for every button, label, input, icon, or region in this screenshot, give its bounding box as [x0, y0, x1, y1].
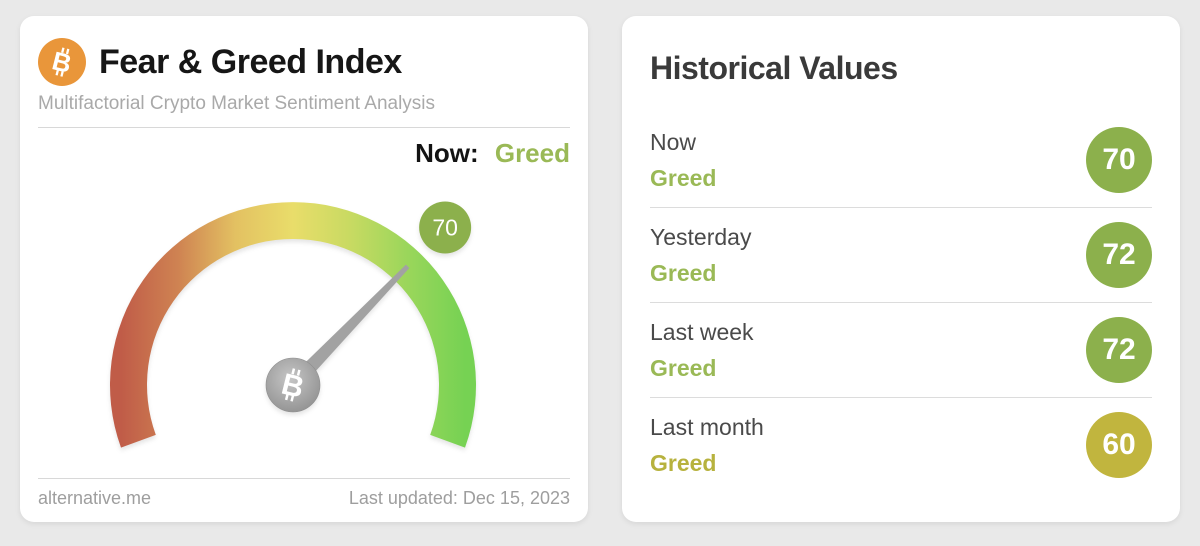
history-row: Yesterday Greed 72 — [650, 208, 1152, 303]
history-row-label: Last month — [650, 413, 764, 440]
header-divider — [38, 127, 570, 128]
card-subtitle: Multifactorial Crypto Market Sentiment A… — [38, 93, 436, 114]
fear-greed-card: B Fear & Greed Index Multifactorial Cryp… — [20, 16, 588, 522]
card-footer: alternative.me Last updated: Dec 15, 202… — [20, 479, 588, 509]
history-row-value-badge: 72 — [1086, 317, 1152, 383]
history-row-sentiment: Greed — [650, 164, 717, 191]
footer-divider — [38, 478, 570, 479]
bitcoin-icon: B — [38, 38, 86, 86]
historical-values-title: Historical Values — [650, 50, 898, 86]
history-row-value-badge: 70 — [1086, 127, 1152, 193]
gauge-pivot: B — [265, 357, 321, 413]
history-row-label: Last week — [650, 318, 754, 345]
current-sentiment-row: Now: Greed — [20, 138, 588, 168]
gauge-chart: B 70 — [110, 201, 476, 448]
history-row: Last month Greed 60 — [650, 398, 1152, 492]
history-row: Last week Greed 72 — [650, 303, 1152, 398]
history-row-sentiment: Greed — [650, 354, 717, 381]
history-row-label: Now — [650, 128, 697, 155]
gauge-value-label: 70 — [432, 214, 458, 240]
page-title: Fear & Greed Index — [99, 42, 402, 81]
history-row-value-badge: 72 — [1086, 222, 1152, 288]
history-row-label: Yesterday — [650, 223, 752, 250]
history-row-texts: Now Greed — [650, 129, 716, 192]
card-header: B Fear & Greed Index — [20, 16, 588, 86]
historical-rows-list: Now Greed 70 Yesterday Greed 72 Last wee… — [622, 113, 1180, 492]
last-updated-text: Last updated: Dec 15, 2023 — [348, 488, 570, 508]
now-label: Now: — [415, 138, 479, 168]
now-sentiment-value: Greed — [494, 138, 570, 168]
history-row-value-badge: 60 — [1086, 412, 1152, 478]
history-row: Now Greed 70 — [650, 113, 1152, 208]
history-row-sentiment: Greed — [650, 449, 717, 476]
historical-values-card: Historical Values Now Greed 70 Yesterday… — [622, 16, 1180, 522]
gauge-arc — [110, 202, 476, 448]
history-row-texts: Last week Greed — [650, 319, 754, 382]
history-row-texts: Yesterday Greed — [650, 224, 751, 287]
history-row-texts: Last month Greed — [650, 414, 764, 477]
gauge-value-badge: 70 — [419, 201, 472, 254]
alternative-me-link[interactable]: alternative.me — [38, 488, 152, 508]
gauge-needle — [287, 264, 410, 391]
history-row-sentiment: Greed — [650, 259, 717, 286]
